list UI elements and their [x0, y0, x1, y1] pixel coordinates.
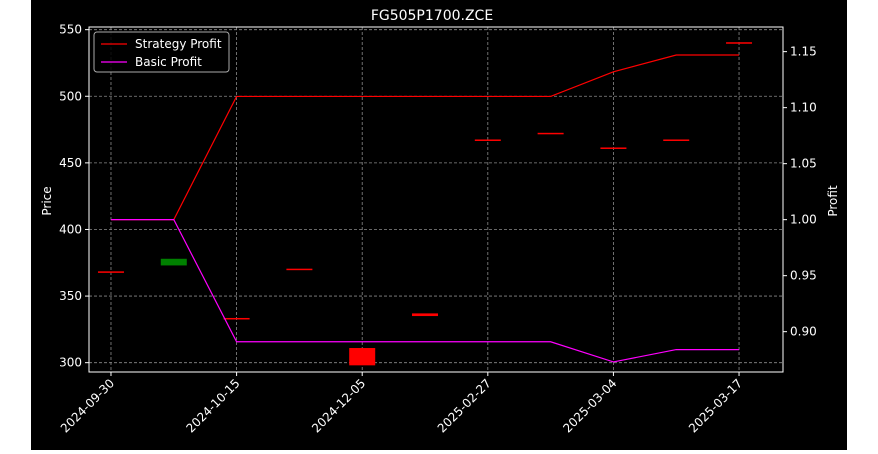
plot-frame [88, 26, 784, 373]
price-candle [412, 313, 439, 317]
y-right-tick-label: 0.90 [790, 325, 817, 339]
x-tick-label: 2024-10-15 [183, 376, 242, 435]
price-candle [537, 132, 564, 135]
legend-label: Basic Profit [135, 55, 202, 69]
legend-box [93, 31, 230, 73]
legend-label: Strategy Profit [135, 37, 222, 51]
chart-title: FG505P1700.ZCE [371, 8, 493, 24]
y-right-tick-label: 1.15 [790, 45, 817, 59]
y-right-tick-label: 0.95 [790, 269, 817, 283]
x-tick-label: 2025-03-17 [686, 376, 745, 435]
y-axis-label-left: Price [40, 186, 54, 215]
x-tick-label: 2024-09-30 [58, 376, 117, 435]
y-left-tick-label: 350 [59, 289, 82, 303]
x-tick-label: 2025-02-27 [435, 376, 494, 435]
price-candle [600, 147, 627, 149]
y-right-tick-label: 1.00 [790, 213, 817, 227]
series-line-strategy-profit [110, 54, 740, 221]
legend: Strategy Profit Basic Profit [93, 31, 230, 73]
axis-layer: 2024-09-30 2024-10-15 2024-12-05 2025-02-27… [58, 23, 817, 436]
price-candle [663, 139, 690, 141]
price-candle [97, 271, 124, 273]
y-left-tick-label: 300 [59, 356, 82, 370]
x-tick-label: 2024-12-05 [309, 376, 368, 435]
candle-layer [97, 42, 753, 366]
price-candle [474, 139, 501, 141]
y-left-tick-label: 400 [59, 222, 82, 236]
y-left-tick-label: 450 [59, 156, 82, 170]
price-candle [223, 317, 250, 320]
y-left-tick-label: 550 [59, 23, 82, 37]
grid-layer [89, 27, 783, 372]
y-right-tick-label: 1.10 [790, 101, 817, 115]
price-candle [286, 268, 313, 271]
price-candle [349, 348, 376, 366]
y-axis-label-right: Profit [826, 185, 840, 217]
line-layer [110, 54, 740, 363]
price-candle [160, 258, 187, 266]
chart-svg: FG505P1700.ZCE Price Profit 2024-09-30 20… [40, 8, 840, 436]
y-right-tick-label: 1.05 [790, 157, 817, 171]
x-tick-label: 2025-03-04 [560, 376, 619, 435]
series-line-basic-profit [110, 219, 740, 363]
y-left-tick-label: 500 [59, 89, 82, 103]
chart-figure: FG505P1700.ZCE Price Profit 2024-09-30 20… [31, 0, 847, 450]
price-candle [726, 42, 753, 44]
